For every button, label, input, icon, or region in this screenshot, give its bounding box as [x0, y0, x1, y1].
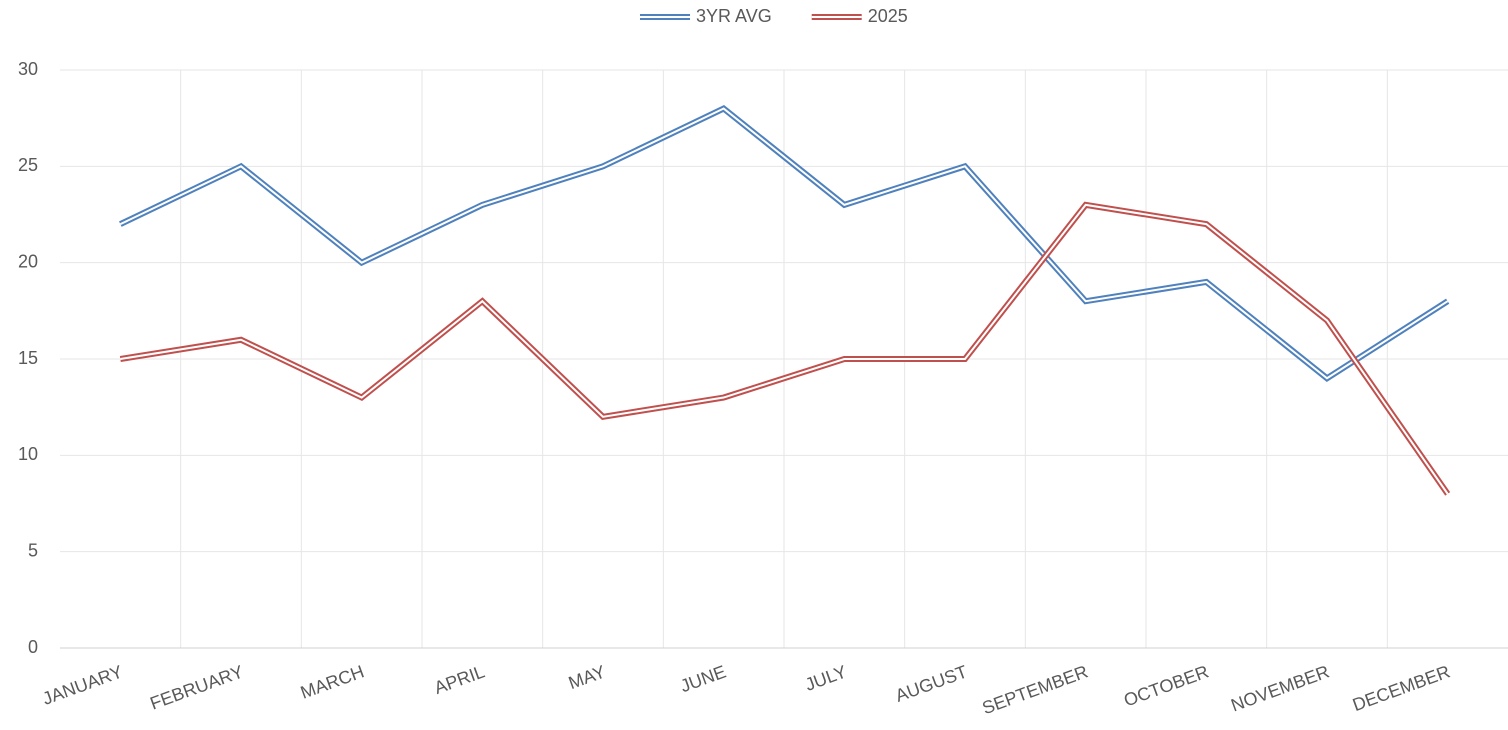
- y-tick-label: 10: [18, 444, 38, 464]
- x-tick-label: AUGUST: [893, 661, 970, 705]
- x-tick-label: JULY: [802, 661, 849, 694]
- y-tick-label: 0: [28, 637, 38, 657]
- legend-label: 3YR AVG: [696, 6, 772, 26]
- x-tick-label: MAY: [566, 661, 608, 693]
- x-tick-label: NOVEMBER: [1228, 661, 1332, 715]
- x-tick-label: FEBRUARY: [147, 661, 246, 713]
- x-tick-label: JANUARY: [40, 661, 125, 708]
- series-line-inner: [119, 107, 1449, 380]
- x-tick-label: JUNE: [678, 661, 729, 696]
- y-tick-label: 5: [28, 540, 38, 560]
- x-tick-label: DECEMBER: [1350, 661, 1453, 715]
- legend-label: 2025: [868, 6, 908, 26]
- x-tick-label: SEPTEMBER: [979, 661, 1090, 718]
- x-tick-label: MARCH: [298, 661, 367, 702]
- series-line-inner: [120, 203, 1449, 495]
- y-tick-label: 20: [18, 251, 38, 271]
- x-tick-label: OCTOBER: [1121, 661, 1211, 710]
- x-tick-label: APRIL: [432, 661, 488, 698]
- y-tick-label: 25: [18, 155, 38, 175]
- y-tick-label: 30: [18, 59, 38, 79]
- y-tick-label: 15: [18, 348, 38, 368]
